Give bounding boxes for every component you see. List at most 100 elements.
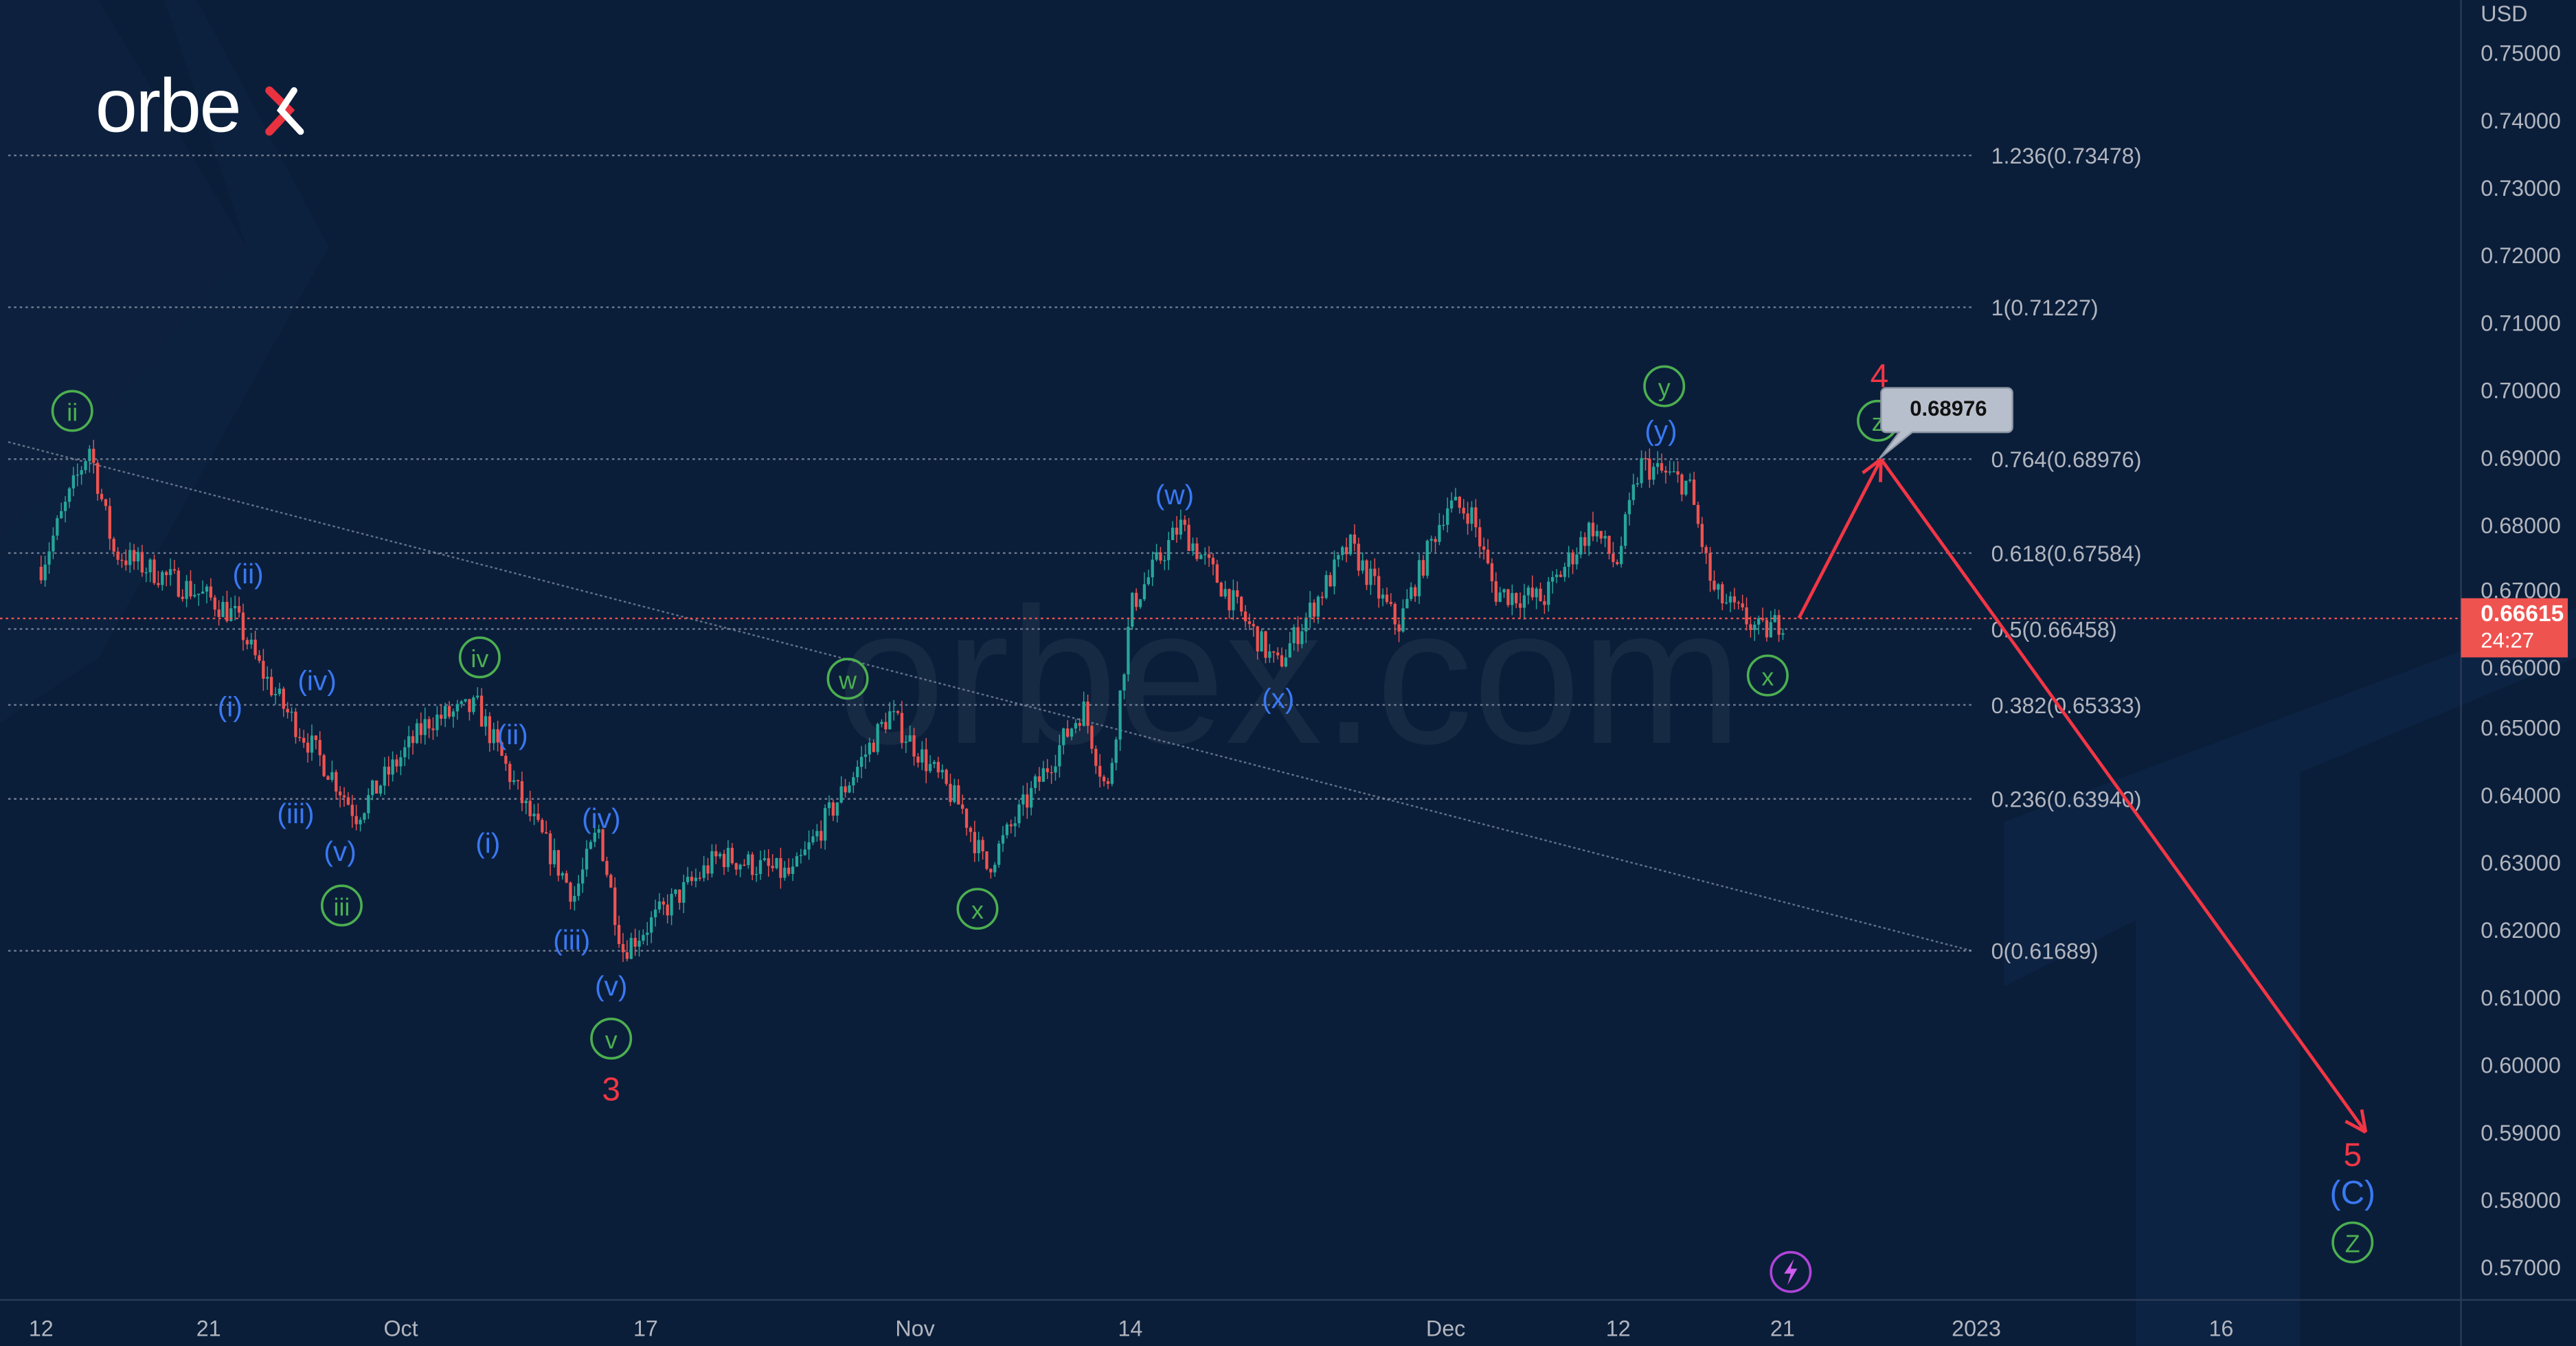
candle-body xyxy=(1365,560,1368,585)
price-callout[interactable]: 0.68976 xyxy=(1879,387,2013,460)
candle-body xyxy=(335,772,338,792)
candle-body xyxy=(128,550,132,565)
candle-body xyxy=(1737,602,1740,604)
candle-body xyxy=(1389,602,1392,604)
candle-body xyxy=(823,808,827,841)
candle-body xyxy=(747,854,750,866)
candle-body xyxy=(136,552,140,562)
candle-body xyxy=(657,901,662,910)
candle-body xyxy=(751,854,754,875)
candle-body xyxy=(1393,603,1397,625)
candle-body xyxy=(1211,557,1215,565)
candle-body xyxy=(1247,621,1252,625)
candle-body xyxy=(1567,552,1570,567)
candle-body xyxy=(900,713,904,743)
candle-body xyxy=(997,843,1001,865)
candle-body xyxy=(1474,507,1478,528)
price-tick: 0.68000 xyxy=(2481,513,2561,538)
candle-body xyxy=(342,795,346,798)
candle-body xyxy=(674,889,677,894)
candle-body xyxy=(1138,599,1142,607)
arrowhead xyxy=(1862,458,1882,475)
candle-body xyxy=(678,889,681,903)
candle-body xyxy=(868,742,872,755)
price-tick: 0.58000 xyxy=(2481,1188,2561,1213)
candle-body xyxy=(1478,527,1482,547)
candle-body xyxy=(88,449,91,462)
price-tick: 0.70000 xyxy=(2481,379,2561,403)
candle-body xyxy=(1142,584,1146,600)
candle-body xyxy=(1341,547,1344,555)
candle-body xyxy=(1353,534,1357,544)
candle-body xyxy=(1773,615,1776,622)
wave-label-blue: (iv) xyxy=(582,803,620,834)
candle-body xyxy=(702,865,705,878)
time-axis[interactable]: 12 21 Oct 17 Nov 14 Dec 12 21 2023 16 xyxy=(29,1316,2234,1341)
wave-label-red: 5 xyxy=(2343,1137,2362,1174)
fib-label: 0(0.61689) xyxy=(1991,939,2099,964)
candle-body xyxy=(201,592,205,594)
candle-body xyxy=(423,719,427,735)
candle-body xyxy=(1595,530,1599,537)
candle-body xyxy=(779,857,782,878)
candle-body xyxy=(1526,587,1530,596)
candle-body xyxy=(1506,589,1510,605)
callout-text: 0.68976 xyxy=(1910,396,1987,420)
candle-body xyxy=(597,829,600,833)
candle-body xyxy=(1260,631,1263,652)
candle-body xyxy=(144,572,148,574)
candle-body xyxy=(1458,496,1461,508)
candle-body xyxy=(1713,581,1716,590)
candle-body xyxy=(1446,508,1449,525)
candle-body xyxy=(500,742,504,756)
candle-body xyxy=(213,597,216,610)
candle-body xyxy=(177,570,180,597)
candle-body xyxy=(1021,794,1025,805)
candle-body xyxy=(1587,522,1591,546)
candle-body xyxy=(993,864,997,873)
candle-body xyxy=(852,777,855,786)
candle-body xyxy=(827,802,831,809)
candle-body xyxy=(1187,524,1190,551)
candle-body xyxy=(1494,581,1498,602)
candle-body xyxy=(981,840,984,852)
candle-body xyxy=(387,766,390,775)
candle-body xyxy=(1757,618,1761,625)
candle-body xyxy=(1348,534,1353,554)
candle-body xyxy=(39,566,43,581)
candle-body xyxy=(43,564,47,581)
candle-body xyxy=(1333,559,1336,587)
candle-body xyxy=(484,716,488,727)
candle-body xyxy=(1454,496,1458,501)
alert-button[interactable] xyxy=(1770,1250,1812,1293)
candle-body xyxy=(237,605,241,613)
candle-body xyxy=(1688,479,1692,481)
candle-body xyxy=(1175,528,1179,535)
wave-label-circle xyxy=(956,888,999,930)
candle-body xyxy=(120,559,124,561)
candle-body xyxy=(460,701,463,704)
candle-body xyxy=(613,887,617,926)
candle-body xyxy=(302,737,306,743)
candle-body xyxy=(650,917,653,933)
candle-body xyxy=(245,640,249,644)
candle-body xyxy=(350,805,354,816)
time-tick: 16 xyxy=(2208,1316,2233,1341)
candle-body xyxy=(1264,631,1267,658)
candle-body xyxy=(1575,554,1579,565)
candle-body xyxy=(1430,539,1433,541)
wave-label-blue: (iii) xyxy=(553,924,590,956)
candle-body xyxy=(888,711,892,730)
candle-body xyxy=(1579,537,1583,554)
candle-body xyxy=(1090,726,1094,749)
candle-body xyxy=(1781,633,1785,635)
last-price: 0.66615 xyxy=(2481,601,2564,627)
candle-body xyxy=(734,863,738,870)
wave-label-circle xyxy=(1746,654,1789,697)
candle-body xyxy=(1320,596,1324,598)
candle-body xyxy=(1616,561,1619,565)
candle-body xyxy=(1550,576,1555,582)
candle-body xyxy=(1522,595,1526,608)
